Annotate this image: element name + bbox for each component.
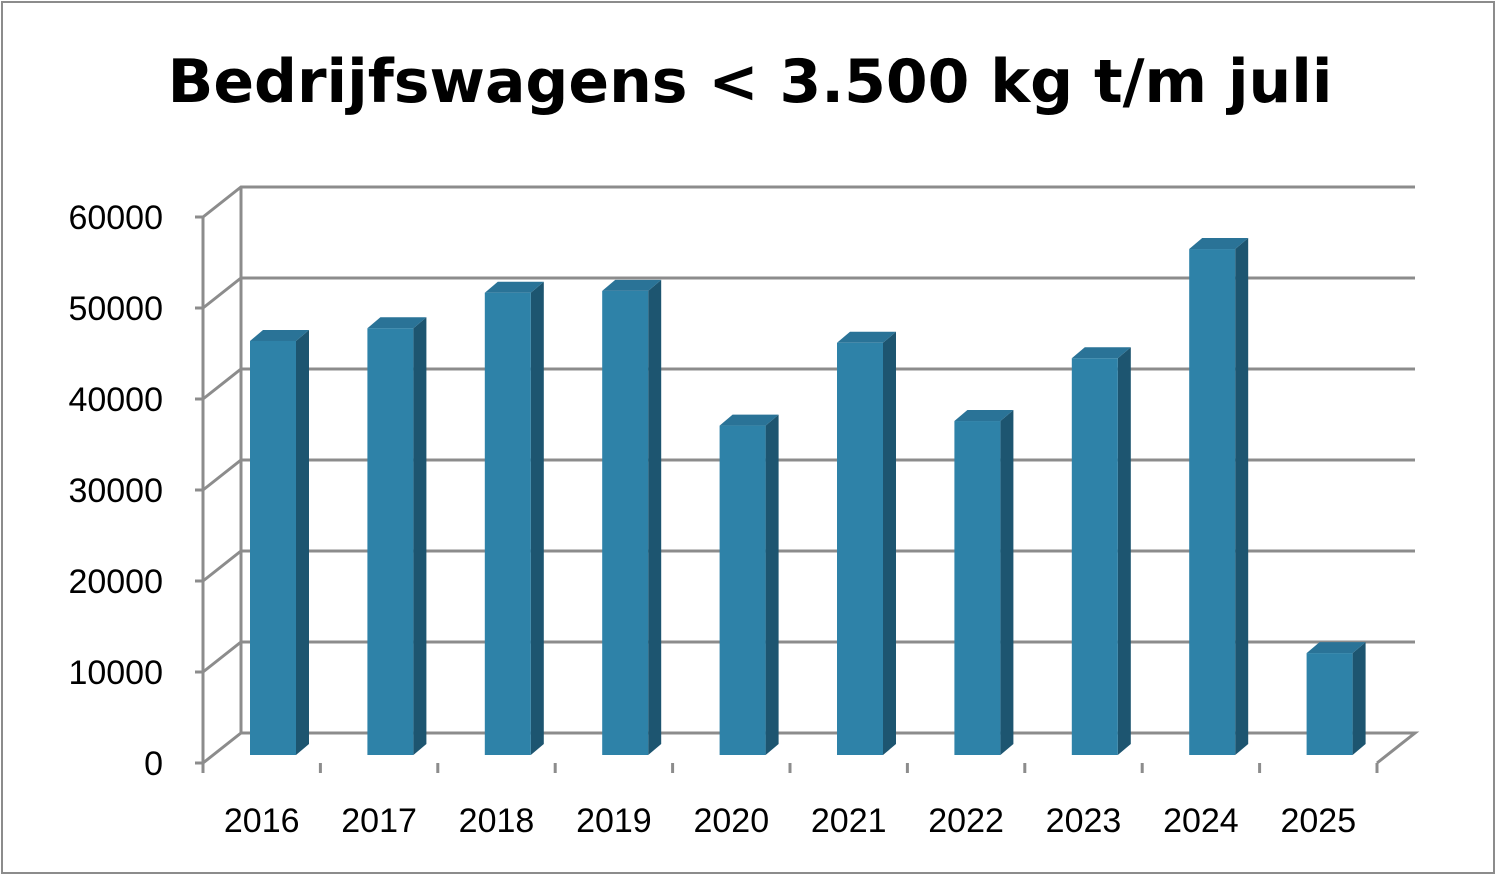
x-tick-label: 2022 xyxy=(928,802,1004,840)
x-tick-label: 2017 xyxy=(341,802,417,840)
bar-front xyxy=(367,328,414,755)
y-tick-label: 50000 xyxy=(68,290,163,328)
bar-side xyxy=(648,279,662,755)
bar-side xyxy=(1235,238,1249,756)
bar-front xyxy=(837,342,883,755)
bar-side xyxy=(1117,347,1131,755)
bar-front xyxy=(1306,653,1353,755)
x-tick-label: 2023 xyxy=(1046,802,1122,840)
bar-front xyxy=(602,290,649,755)
bar xyxy=(1189,238,1249,756)
bar-top xyxy=(1306,642,1366,654)
bar-top xyxy=(484,281,544,293)
y-tick-label: 30000 xyxy=(68,472,163,510)
y-tick-label: 10000 xyxy=(68,654,163,692)
x-tick-label: 2016 xyxy=(224,802,300,840)
bar xyxy=(1071,347,1131,755)
y-tick-label: 60000 xyxy=(68,199,163,237)
bar-top xyxy=(954,410,1014,422)
x-tick-label: 2024 xyxy=(1163,802,1239,840)
bar-top xyxy=(602,279,662,291)
bar xyxy=(484,281,544,755)
bar xyxy=(250,329,309,755)
gridline-path xyxy=(202,185,1415,219)
bar-front xyxy=(719,425,766,755)
y-tick-label: 40000 xyxy=(68,381,163,419)
bar xyxy=(367,317,427,755)
x-tick-label: 2018 xyxy=(459,802,535,840)
bar xyxy=(602,279,662,755)
bar-side xyxy=(1000,410,1014,755)
bar-top xyxy=(1189,238,1249,250)
bar-front xyxy=(484,292,531,755)
bar xyxy=(954,410,1014,755)
bar-top xyxy=(250,329,309,341)
bar-front xyxy=(250,340,296,755)
bar-top xyxy=(367,317,427,329)
bar-side xyxy=(765,414,779,755)
x-tick-label: 2019 xyxy=(576,802,652,840)
y-tick-label: 20000 xyxy=(68,563,163,601)
x-tick-label: 2021 xyxy=(811,802,887,840)
chart-title: Bedrijfswagens < 3.500 kg t/m juli xyxy=(167,47,1333,117)
bar-top xyxy=(1071,347,1131,359)
axes xyxy=(195,187,1379,773)
bar-side xyxy=(883,331,896,755)
bar-top xyxy=(719,414,779,426)
bar-top xyxy=(837,331,896,343)
bar-front xyxy=(1189,249,1236,756)
x-tick-label: 2025 xyxy=(1280,802,1356,840)
bar xyxy=(837,331,896,755)
bar-side xyxy=(296,329,309,755)
x-tick-label: 2020 xyxy=(693,802,769,840)
y-axis-labels: 0 10000 20000 30000 40000 50000 60000 xyxy=(68,199,163,783)
bar-side xyxy=(1352,642,1366,755)
y-tick-label: 0 xyxy=(144,745,163,783)
bar-side xyxy=(530,281,544,755)
bar-side xyxy=(413,317,427,755)
bar xyxy=(719,414,779,755)
bar-front xyxy=(954,421,1001,755)
floor-outline xyxy=(202,731,1420,765)
bar-front xyxy=(1071,358,1118,755)
bars xyxy=(250,238,1366,756)
gridline xyxy=(202,185,1415,219)
x-axis-labels: 2016 2017 2018 2019 2020 2021 2022 2023 2024 2025 xyxy=(224,802,1356,840)
bar xyxy=(1306,642,1366,755)
gridline xyxy=(202,731,1420,765)
